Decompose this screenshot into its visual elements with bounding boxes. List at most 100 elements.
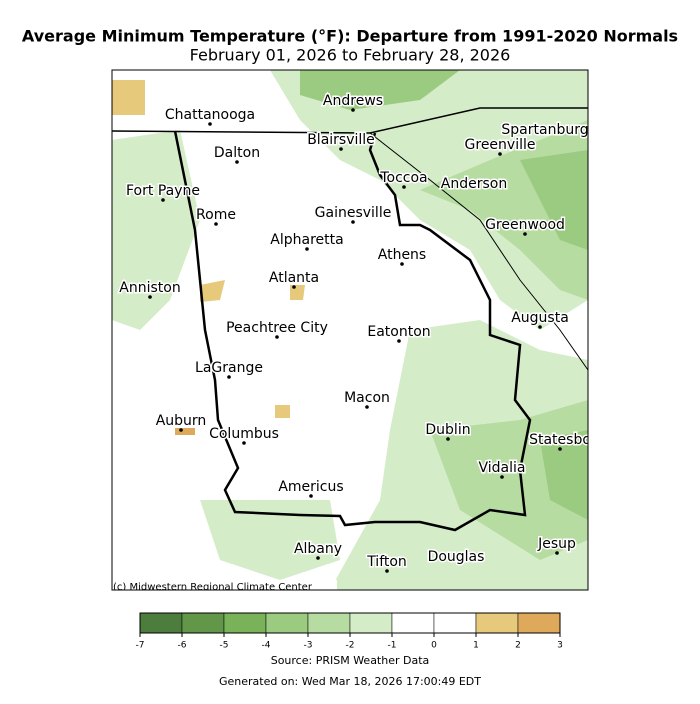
- shade: [112, 80, 145, 115]
- city-dot: [208, 122, 212, 126]
- shade: [270, 70, 588, 330]
- city-label: Atlanta: [269, 270, 319, 286]
- map-frame: [111, 69, 589, 591]
- colorbar-bin: [391, 612, 435, 634]
- map-area: Andrews Chattanooga Blairsville Spartanburg…: [112, 70, 591, 593]
- tick-label: -1: [388, 641, 397, 651]
- city-dot: [555, 551, 559, 555]
- tick-label: -4: [262, 641, 271, 651]
- city-dot: [227, 375, 231, 379]
- shade: [200, 500, 340, 580]
- city-label: Peachtree City: [226, 320, 328, 336]
- colorbar: -7 -6 -5 -4 -3 -2 -1 0 1 2 3: [136, 612, 563, 651]
- city-dot: [500, 475, 504, 479]
- colorbar-bin: [265, 612, 309, 634]
- city-dot: [214, 222, 218, 226]
- title: Average Minimum Temperature (°F): Depart…: [22, 27, 678, 46]
- tick-label: 3: [557, 641, 563, 651]
- city-dot: [148, 295, 152, 299]
- state-border: [112, 107, 588, 134]
- city-label: Eatonton: [367, 324, 430, 340]
- city-dot: [351, 108, 355, 112]
- city-label: Jesup: [537, 536, 576, 552]
- city-label: LaGrange: [195, 360, 263, 376]
- city-label: Columbus: [209, 426, 279, 442]
- city-dot: [351, 220, 355, 224]
- credit-bg: [112, 580, 337, 590]
- city-label: Douglas: [428, 549, 485, 565]
- tick-label: 2: [515, 641, 521, 651]
- city-label: Macon: [344, 390, 390, 406]
- city-label: Tifton: [366, 554, 407, 570]
- city-dot: [305, 247, 309, 251]
- shade: [540, 430, 588, 520]
- city-label: Albany: [294, 541, 342, 557]
- city-dot: [498, 152, 502, 156]
- city-dot: [309, 494, 313, 498]
- source: Source: PRISM Weather Data: [271, 654, 430, 667]
- city-label: Blairsville: [307, 132, 375, 148]
- city-label: Spartanburg: [501, 122, 588, 138]
- colorbar-frame: [139, 612, 561, 634]
- city-label: Toccoa: [379, 170, 427, 186]
- city-label: Anderson: [441, 176, 507, 192]
- shade: [200, 280, 305, 418]
- city-label: Rome: [196, 207, 236, 223]
- city-dot: [385, 569, 389, 573]
- city-dot: [402, 185, 406, 189]
- shade: [520, 150, 588, 250]
- city-label: Anniston: [119, 280, 180, 296]
- city-dot: [292, 285, 296, 289]
- city-dot: [316, 556, 320, 560]
- city-dot: [400, 262, 404, 266]
- tick-label: -5: [220, 641, 229, 651]
- city-dot: [161, 198, 165, 202]
- city-label: Greenwood: [485, 217, 565, 233]
- city-label: Gainesville: [315, 205, 392, 221]
- tick-label: -2: [346, 641, 355, 651]
- city-dot: [538, 325, 542, 329]
- city-dot: [339, 147, 343, 151]
- colorbar-bin: [433, 612, 477, 634]
- colorbar-bin: [181, 612, 225, 634]
- tick-label: -3: [304, 641, 313, 651]
- city-dot: [523, 232, 527, 236]
- colorbar-bin: [223, 612, 267, 634]
- tick-label: -7: [136, 641, 145, 651]
- city-dot: [397, 339, 401, 343]
- city-label: Auburn: [156, 413, 207, 429]
- city-label: Augusta: [511, 310, 569, 326]
- city-label: Greenville: [465, 137, 536, 153]
- city-dot: [446, 437, 450, 441]
- shade: [300, 70, 460, 110]
- subtitle: February 01, 2026 to February 28, 2026: [190, 46, 511, 65]
- city-label: Dublin: [425, 422, 470, 438]
- shade: [175, 428, 195, 435]
- credit: (c) Midwestern Regional Climate Center: [113, 582, 313, 593]
- city-dot: [558, 447, 562, 451]
- city-dot: [242, 441, 246, 445]
- tick-label: -6: [178, 641, 187, 651]
- colorbar-bin: [307, 612, 351, 634]
- city-label: Chattanooga: [165, 107, 255, 123]
- colorbar-bin: [517, 612, 561, 634]
- city-dot: [235, 160, 239, 164]
- city-label: Fort Payne: [126, 183, 200, 199]
- state-border: [173, 130, 532, 532]
- state-border: [369, 132, 588, 371]
- city-label: Vidalia: [479, 460, 526, 476]
- colorbar-bin: [475, 612, 519, 634]
- city-label: Statesbo: [529, 432, 591, 448]
- city-label: Americus: [278, 479, 343, 495]
- colorbar-bin: [139, 612, 183, 634]
- shade: [112, 130, 200, 330]
- tick-label: 0: [431, 641, 437, 651]
- city-dot: [275, 335, 279, 339]
- city-label: Dalton: [214, 145, 260, 161]
- generated: Generated on: Wed Mar 18, 2026 17:00:49 …: [219, 675, 481, 688]
- city-label: Athens: [378, 247, 426, 263]
- colorbar-bin: [349, 612, 393, 634]
- city-dot: [179, 428, 183, 432]
- city-dot: [365, 405, 369, 409]
